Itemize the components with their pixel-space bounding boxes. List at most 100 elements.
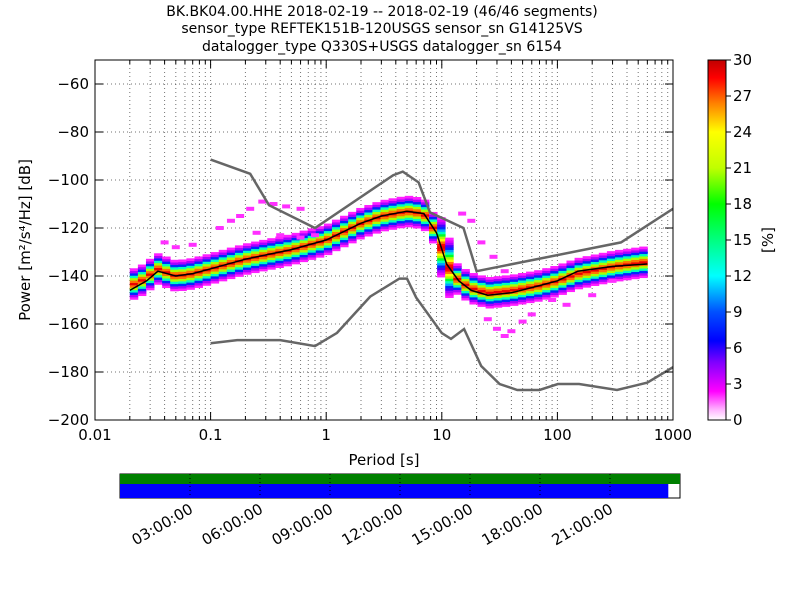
chart-title-line-3: datalogger_type Q330S+USGS datalogger_sn…: [202, 39, 562, 55]
pdf-cell: [590, 256, 600, 260]
pdf-cell: [453, 292, 462, 295]
pdf-cell: [445, 268, 454, 272]
pdf-cell: [202, 266, 212, 269]
pdf-cell: [267, 259, 276, 263]
pdf-cell: [234, 254, 244, 258]
pdf-cell: [380, 204, 389, 208]
pdf-cell: [226, 276, 236, 280]
pdf-cell: [445, 288, 454, 291]
pdf-cell: [590, 276, 600, 279]
pdf-cell: [315, 254, 325, 258]
pdf-cell: [275, 265, 284, 268]
pdf-cell: [550, 275, 559, 279]
pdf-cell: [639, 270, 648, 274]
pdf-cell: [453, 275, 462, 278]
pdf-cell: [186, 279, 195, 283]
pdf-cell: [550, 266, 559, 269]
pdf-cell: [437, 231, 446, 235]
pdf-cell: [590, 261, 600, 265]
pdf-cell: [315, 230, 325, 234]
pdf-cell: [283, 263, 292, 267]
pdf-cell: [129, 273, 139, 276]
pdf-cell: [194, 261, 203, 264]
pdf-cell: [299, 233, 309, 236]
pdf-cell: [437, 233, 446, 237]
pdf-cell: [323, 247, 333, 251]
pdf-cell: [396, 225, 406, 229]
pdf-cell: [234, 247, 244, 251]
pdf-cell: [348, 211, 357, 215]
x-axis-label: Period [s]: [348, 451, 419, 469]
pdf-cell: [178, 269, 187, 272]
pdf-cell: [194, 273, 203, 276]
pdf-cell: [501, 275, 511, 279]
pdf-cell: [372, 218, 381, 222]
y-tick-label: −140: [48, 267, 89, 285]
pdf-cell: [299, 252, 309, 255]
pdf-cell: [154, 272, 163, 276]
pdf-cell: [218, 278, 228, 282]
pdf-cell: [170, 286, 179, 289]
pdf-cell: [558, 273, 567, 276]
pdf-cell: [453, 263, 462, 266]
pdf-cell: [340, 225, 349, 229]
pdf-cell: [574, 274, 584, 278]
pdf-cell: [243, 250, 252, 254]
pdf-cell: [275, 236, 284, 240]
pdf-outlier-cell: [160, 240, 169, 245]
y-tick-label: −100: [48, 171, 89, 189]
pdf-cell: [582, 277, 592, 281]
pdf-cell: [606, 272, 616, 276]
pdf-cell: [412, 197, 422, 200]
pdf-cell: [453, 265, 462, 269]
pdf-cell: [396, 215, 406, 219]
pdf-cell: [388, 215, 398, 218]
pdf-cell: [493, 302, 503, 306]
pdf-cell: [178, 264, 187, 267]
pdf-cell: [631, 257, 640, 260]
pdf-cell: [509, 288, 519, 292]
colorbar-gradient: [707, 59, 727, 421]
pdf-cell: [210, 280, 220, 284]
pdf-outlier-cell: [588, 293, 597, 298]
pdf-cell: [509, 281, 519, 285]
pdf-cell: [598, 260, 608, 263]
pdf-cell: [388, 219, 398, 223]
pdf-cell: [251, 241, 260, 245]
pdf-cell: [170, 288, 179, 292]
pdf-cell: [445, 240, 454, 243]
pdf-cell: [501, 287, 511, 291]
colorbar-tick-label: 12: [733, 267, 752, 285]
pdf-cell: [469, 301, 478, 305]
pdf-cell: [404, 207, 414, 211]
pdf-cell: [590, 283, 600, 286]
pdf-cell: [420, 218, 430, 222]
pdf-cell: [307, 252, 317, 256]
pdf-cell: [340, 244, 349, 248]
pdf-cell: [372, 202, 381, 205]
pdf-cell: [137, 266, 147, 270]
pdf-cell: [598, 255, 608, 258]
pdf-cell: [493, 304, 503, 308]
y-tick-label: −60: [57, 75, 89, 93]
pdf-cell: [429, 231, 438, 234]
pdf-cell: [485, 301, 495, 304]
pdf-cell: [558, 263, 567, 267]
pdf-cell: [550, 268, 559, 272]
pdf-outlier-cell: [507, 329, 516, 334]
pdf-cell: [243, 245, 252, 249]
pdf-cell: [283, 251, 292, 255]
pdf-cell: [145, 268, 155, 272]
pdf-cell: [598, 281, 608, 285]
pdf-cell: [566, 282, 575, 285]
pdf-cell: [388, 224, 398, 228]
pdf-cell: [574, 284, 584, 287]
pdf-cell: [145, 258, 155, 262]
pdf-cell: [485, 286, 495, 290]
pdf-cell: [364, 221, 373, 225]
colorbar-tick-label: 3: [733, 375, 743, 393]
pdf-cell: [186, 258, 195, 262]
pdf-cell: [445, 276, 454, 279]
pdf-cell: [129, 268, 139, 271]
pdf-cell: [186, 263, 195, 266]
